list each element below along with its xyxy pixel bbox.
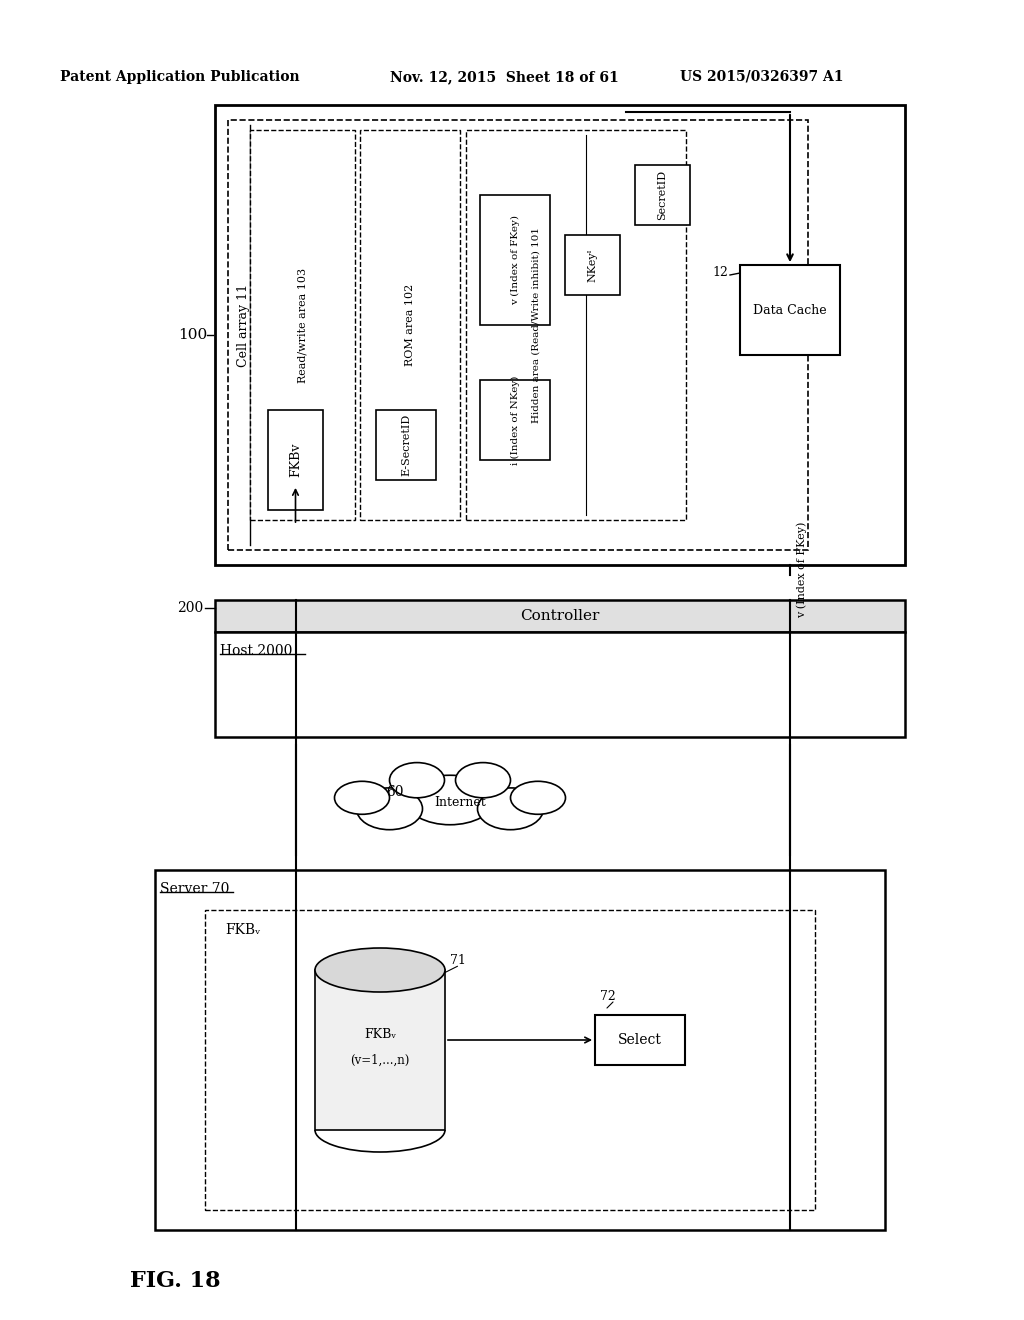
- Ellipse shape: [406, 775, 494, 825]
- Text: FKBv: FKBv: [289, 442, 302, 478]
- Text: FKBᵥ: FKBᵥ: [225, 923, 260, 937]
- Bar: [595, 1015, 685, 1065]
- Text: Select: Select: [618, 1034, 662, 1047]
- Ellipse shape: [315, 948, 445, 993]
- Text: US 2015/0326397 A1: US 2015/0326397 A1: [680, 70, 844, 84]
- Ellipse shape: [511, 781, 565, 814]
- Text: FKBᵥ: FKBᵥ: [364, 1028, 396, 1041]
- Text: Controller: Controller: [520, 609, 600, 623]
- Text: Cell array 11: Cell array 11: [238, 284, 251, 367]
- Bar: [480, 195, 550, 325]
- Bar: [228, 120, 808, 550]
- Bar: [565, 235, 620, 294]
- Bar: [215, 632, 905, 737]
- Ellipse shape: [389, 763, 444, 797]
- Text: Hidden area (Read/Write inhibit) 101: Hidden area (Read/Write inhibit) 101: [531, 227, 541, 422]
- Text: 12: 12: [712, 267, 728, 280]
- Bar: [635, 165, 690, 224]
- Bar: [480, 380, 550, 459]
- Text: Internet: Internet: [434, 796, 485, 808]
- Bar: [268, 411, 323, 510]
- Text: 60: 60: [386, 785, 403, 799]
- Text: 100: 100: [178, 327, 207, 342]
- Bar: [205, 909, 815, 1210]
- Ellipse shape: [335, 781, 389, 814]
- Text: 72: 72: [600, 990, 615, 1003]
- Text: Host 2000: Host 2000: [220, 644, 293, 657]
- Text: 71: 71: [450, 953, 466, 966]
- Text: NKeyᴵ: NKeyᴵ: [588, 248, 597, 281]
- Text: i (Index of NKey): i (Index of NKey): [510, 375, 519, 465]
- Bar: [215, 106, 905, 565]
- Ellipse shape: [477, 788, 544, 830]
- Bar: [155, 870, 885, 1230]
- Text: v (Index of FKey): v (Index of FKey): [510, 215, 519, 305]
- Text: E-SecretID: E-SecretID: [401, 414, 411, 477]
- Bar: [250, 129, 355, 520]
- Text: ROM area 102: ROM area 102: [406, 284, 415, 366]
- Bar: [376, 411, 436, 480]
- Text: (v=1,...,n): (v=1,...,n): [350, 1053, 410, 1067]
- Text: 200: 200: [177, 601, 203, 615]
- Bar: [315, 970, 445, 1130]
- Text: SecretID: SecretID: [657, 170, 668, 220]
- Bar: [360, 129, 460, 520]
- Text: Server 70: Server 70: [160, 882, 229, 896]
- Text: Nov. 12, 2015  Sheet 18 of 61: Nov. 12, 2015 Sheet 18 of 61: [390, 70, 618, 84]
- Text: Data Cache: Data Cache: [754, 304, 826, 317]
- Bar: [466, 129, 686, 520]
- Bar: [740, 265, 840, 355]
- Text: Read/write area 103: Read/write area 103: [298, 268, 307, 383]
- Text: v (Index of FKey): v (Index of FKey): [797, 521, 807, 618]
- Ellipse shape: [356, 788, 423, 830]
- Ellipse shape: [456, 763, 511, 797]
- Text: Patent Application Publication: Patent Application Publication: [60, 70, 300, 84]
- Bar: [215, 601, 905, 632]
- Text: FIG. 18: FIG. 18: [130, 1270, 220, 1292]
